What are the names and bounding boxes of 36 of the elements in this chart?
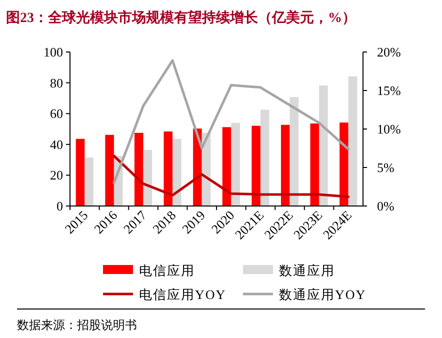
y2-tick-label: 10%: [377, 122, 401, 136]
y-tick-label: 40: [50, 136, 63, 152]
bar: [260, 110, 270, 206]
bar: [76, 138, 85, 206]
legend-label: 电信应用: [139, 263, 195, 278]
line-series: [112, 154, 350, 198]
bar: [340, 122, 348, 206]
y-tick-label: 0: [56, 198, 63, 214]
line-series: [112, 59, 350, 184]
y2-tick-label: 20%: [377, 44, 401, 60]
legend-label: 数通应用YOY: [279, 287, 366, 302]
bar: [84, 157, 94, 206]
bar: [105, 134, 114, 206]
legend-label: 电信应用YOY: [139, 287, 226, 302]
y2-tick-label: 15%: [377, 83, 401, 98]
y2-tick-label: 0%: [377, 198, 394, 214]
source-note: 数据来源：招股说明书: [17, 318, 137, 332]
chart-title: 图23：全球光模块市场规模有望持续增长（亿美元，%）: [6, 9, 356, 26]
bar: [222, 127, 232, 206]
bar: [172, 138, 182, 206]
bar: [143, 150, 152, 206]
y2-tick-label: 5%: [377, 160, 394, 175]
y-tick-label: 80: [50, 75, 63, 90]
y-tick-label: 20: [50, 168, 63, 183]
bar: [134, 132, 144, 206]
bar: [348, 76, 358, 206]
bar: [164, 131, 173, 206]
bar: [252, 126, 260, 206]
y-tick-label: 60: [50, 106, 63, 122]
y-tick-label: 100: [44, 44, 63, 60]
bar: [231, 122, 240, 206]
bar: [280, 124, 290, 206]
bar: [319, 85, 328, 206]
bar: [290, 97, 299, 206]
legend-label: 数通应用: [279, 263, 335, 278]
bar: [310, 123, 320, 206]
